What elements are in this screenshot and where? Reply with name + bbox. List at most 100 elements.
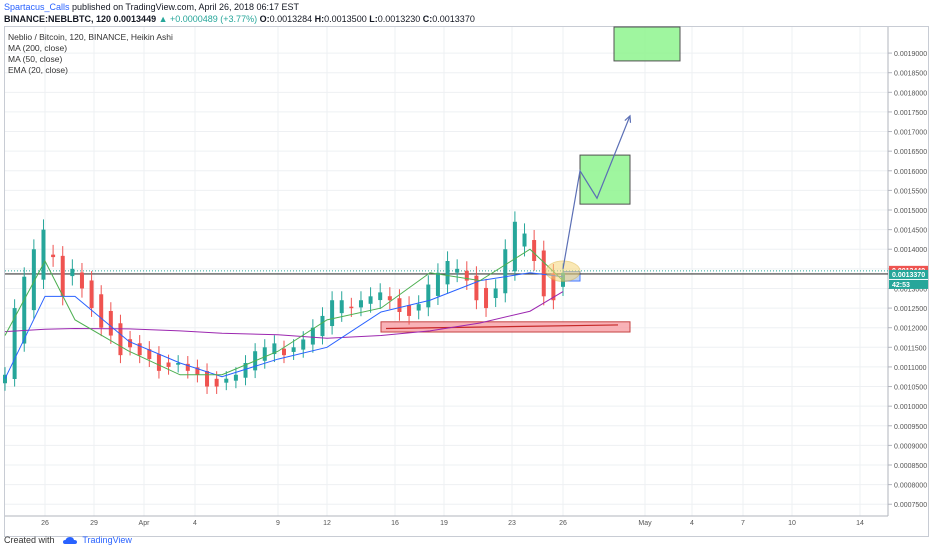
y-tick-label: 0.0013000 — [894, 286, 927, 293]
x-tick-label: 10 — [788, 520, 796, 527]
chart-legend: Neblio / Bitcoin, 120, BINANCE, Heikin A… — [8, 32, 173, 76]
tradingview-link[interactable]: TradingView — [82, 535, 132, 545]
y-tick-label: 0.0009500 — [894, 424, 927, 431]
candle-body — [301, 339, 306, 350]
candle-body — [339, 300, 344, 314]
x-tick-label: 26 — [41, 520, 49, 527]
x-tick-label: 9 — [276, 520, 280, 527]
candle-body — [368, 296, 373, 304]
x-tick-label: 26 — [559, 520, 567, 527]
y-tick-label: 0.0008500 — [894, 463, 927, 470]
candle-body — [435, 272, 440, 296]
x-tick-label: 12 — [323, 520, 331, 527]
candle-body — [70, 268, 75, 277]
candle-body — [51, 254, 56, 258]
candle-body — [503, 249, 508, 294]
candle-body — [137, 343, 142, 356]
candle-body — [378, 292, 383, 301]
candle-body — [407, 305, 412, 316]
publish-info: Spartacus_Calls published on TradingView… — [4, 2, 299, 12]
high-value: 0.0013500 — [324, 14, 367, 24]
candle-body — [41, 229, 46, 280]
candle-body — [205, 371, 210, 387]
candle-body — [31, 249, 36, 311]
y-tick-label: 0.0009000 — [894, 443, 927, 450]
candle-body — [387, 296, 392, 301]
y-tick-label: 0.0014000 — [894, 247, 927, 254]
candle-body — [464, 270, 469, 281]
y-tick-label: 0.0015500 — [894, 188, 927, 195]
legend-ma50: MA (50, close) — [8, 54, 63, 64]
candle-body — [349, 306, 354, 309]
current-price-ellipse — [545, 260, 581, 282]
y-tick-label: 0.0017000 — [894, 130, 927, 137]
candle-body — [522, 233, 527, 247]
x-tick-label: 7 — [741, 520, 745, 527]
projection-arrow-head — [624, 114, 632, 123]
legend-ma200: MA (200, close) — [8, 43, 68, 53]
candle-body — [282, 348, 286, 356]
candle-body — [60, 255, 65, 297]
candle-body — [532, 240, 537, 262]
x-tick-label: Apr — [139, 520, 151, 527]
price-change: ▲ +0.0000489 (+3.77%) — [158, 14, 258, 24]
candle-body — [233, 374, 238, 381]
close-value: 0.0013370 — [432, 14, 475, 24]
projection-path — [562, 115, 631, 269]
candle-body — [330, 300, 335, 327]
chart-frame — [4, 26, 929, 537]
candle-body — [12, 308, 17, 380]
y-tick-label: 0.0010000 — [894, 404, 927, 411]
y-tick-label: 0.0016000 — [894, 169, 927, 176]
target-2-zone — [613, 26, 681, 62]
y-tick-label: 0.0011500 — [894, 345, 927, 352]
candle-body — [445, 261, 450, 285]
x-tick-label: 19 — [440, 520, 448, 527]
publish-text: published on TradingView.com, April 26, … — [72, 2, 300, 12]
price-label-box — [889, 279, 928, 289]
candle-body — [214, 378, 219, 387]
y-tick-label: 0.0011000 — [894, 365, 927, 372]
candle-body — [128, 339, 133, 348]
x-tick-label: 4 — [193, 520, 197, 527]
tradingview-logo-icon — [63, 536, 78, 544]
candle-body — [512, 221, 517, 272]
legend-ema20: EMA (20, close) — [8, 65, 68, 75]
y-tick-label: 0.0018500 — [894, 71, 927, 78]
ma200-line — [4, 291, 564, 339]
x-tick-label: 14 — [856, 520, 864, 527]
y-tick-label: 0.0014500 — [894, 228, 927, 235]
candle-body — [3, 374, 7, 384]
candle-body — [166, 362, 171, 367]
symbol: BINANCE:NEBLBTC, 120 — [4, 14, 112, 24]
y-tick-label: 0.0016500 — [894, 149, 927, 156]
candle-body — [551, 273, 556, 301]
candle-body — [156, 354, 161, 371]
candle-body — [320, 315, 325, 337]
candle-body — [474, 275, 479, 301]
candle-body — [310, 327, 315, 345]
y-tick-label: 0.0019000 — [894, 51, 927, 58]
candle-body — [416, 304, 421, 311]
candle-body — [493, 288, 498, 299]
low-value: 0.0013230 — [377, 14, 421, 24]
footer: Created with TradingView — [4, 535, 132, 545]
support-trendline — [385, 324, 619, 330]
candle-body — [358, 300, 363, 308]
author-link[interactable]: Spartacus_Calls — [4, 2, 70, 12]
candle-body — [291, 347, 296, 352]
candle-body — [176, 363, 181, 365]
candle-body — [272, 343, 277, 355]
ema20-line — [4, 248, 564, 376]
x-tick-label: 23 — [508, 520, 516, 527]
high-label: H: — [314, 14, 325, 24]
y-tick-label: 0.0012500 — [894, 306, 927, 313]
x-tick-label: May — [638, 520, 652, 527]
price-label: 0.0013370 — [892, 272, 925, 279]
y-tick-label: 0.0015000 — [894, 208, 927, 215]
candle-body — [89, 280, 94, 309]
close-label: C: — [422, 14, 433, 24]
created-with-text: Created with — [4, 535, 55, 545]
candle-body — [185, 363, 190, 371]
